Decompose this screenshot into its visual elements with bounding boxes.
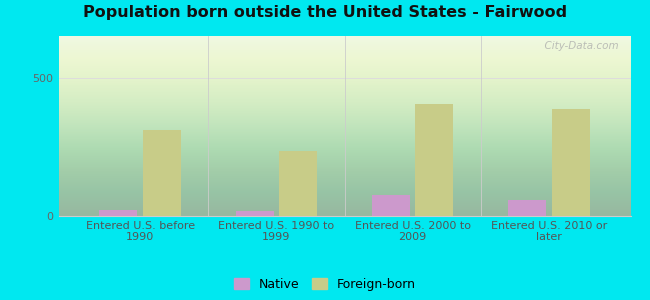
Bar [415,104,454,216]
Bar [235,211,274,216]
Bar [372,195,410,216]
Bar [279,151,317,216]
Legend: Native, Foreign-born: Native, Foreign-born [234,278,416,291]
Bar [99,210,138,216]
Text: City-Data.com: City-Data.com [538,41,619,51]
Bar [551,110,590,216]
Text: Population born outside the United States - Fairwood: Population born outside the United State… [83,4,567,20]
Bar [143,130,181,216]
Bar [508,200,546,216]
